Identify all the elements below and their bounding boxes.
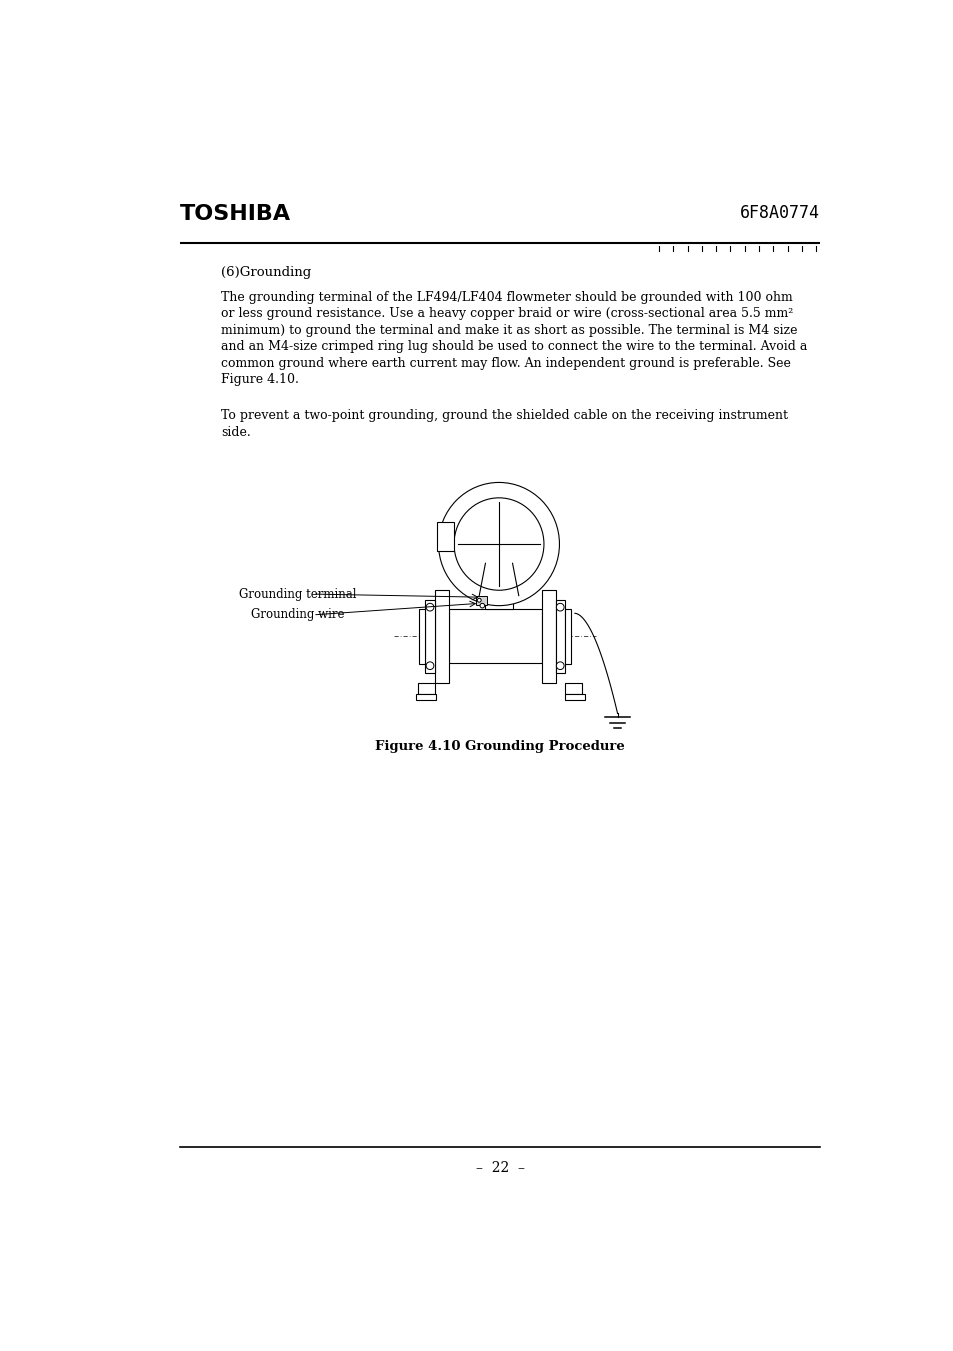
Circle shape [426, 604, 434, 611]
Text: 6F8A0774: 6F8A0774 [740, 204, 820, 223]
Text: side.: side. [221, 426, 251, 439]
Bar [416, 694, 436, 700]
Bar [564, 609, 571, 665]
Bar [555, 600, 564, 673]
Circle shape [476, 598, 480, 603]
Bar [564, 682, 581, 694]
Text: To prevent a two-point grounding, ground the shielded cable on the receiving ins: To prevent a two-point grounding, ground… [221, 409, 787, 423]
Bar [448, 609, 541, 663]
Ellipse shape [454, 497, 543, 590]
Text: common ground where earth current may flow. An independent ground is preferable.: common ground where earth current may fl… [221, 357, 790, 370]
Text: minimum) to ground the terminal and make it as short as possible. The terminal i: minimum) to ground the terminal and make… [221, 324, 797, 336]
Bar [435, 590, 448, 682]
Circle shape [556, 662, 563, 670]
Bar [436, 521, 454, 551]
Text: Grounding wire: Grounding wire [251, 608, 344, 621]
Text: (6)Grounding: (6)Grounding [221, 266, 312, 280]
Bar [425, 600, 435, 673]
Text: The grounding terminal of the LF494/LF404 flowmeter should be grounded with 100 : The grounding terminal of the LF494/LF40… [221, 290, 792, 304]
Ellipse shape [438, 482, 558, 605]
Text: Grounding terminal: Grounding terminal [239, 588, 356, 601]
Text: and an M4-size crimped ring lug should be used to connect the wire to the termin: and an M4-size crimped ring lug should b… [221, 340, 807, 354]
Bar [564, 694, 584, 700]
Circle shape [556, 604, 563, 611]
Bar [541, 590, 555, 682]
Text: TOSHIBA: TOSHIBA [180, 204, 291, 224]
Text: Figure 4.10 Grounding Procedure: Figure 4.10 Grounding Procedure [375, 740, 624, 754]
Circle shape [426, 662, 434, 670]
Text: or less ground resistance. Use a heavy copper braid or wire (cross-sectional are: or less ground resistance. Use a heavy c… [221, 307, 793, 320]
Bar [476, 596, 486, 605]
Bar [485, 563, 512, 609]
Circle shape [479, 604, 484, 608]
Bar [417, 682, 435, 694]
Text: –  22  –: – 22 – [475, 1161, 524, 1175]
Bar [418, 609, 425, 665]
Text: Figure 4.10.: Figure 4.10. [221, 373, 299, 386]
